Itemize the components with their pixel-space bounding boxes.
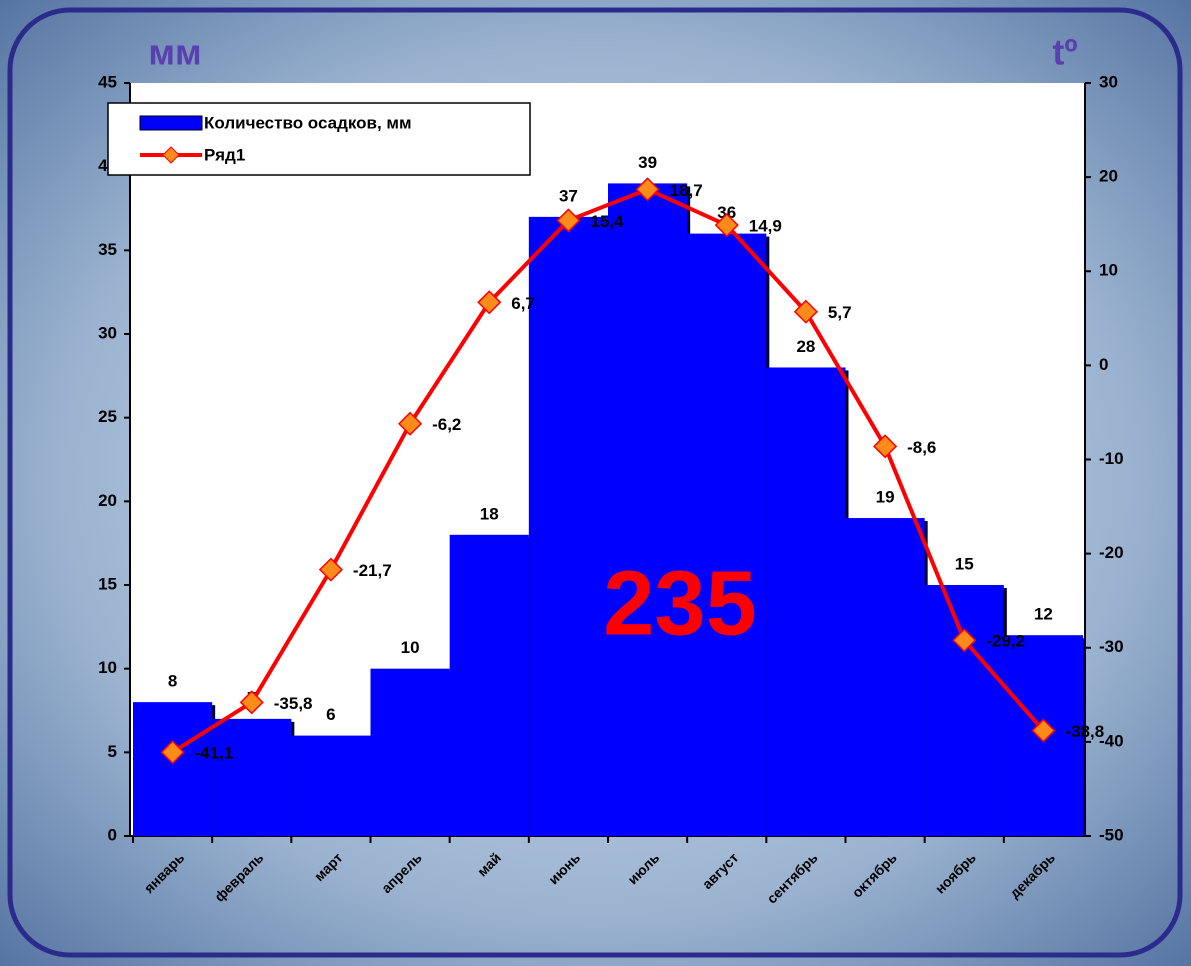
bar bbox=[291, 735, 371, 836]
line-marker bbox=[318, 557, 343, 582]
y-tick-label: 0 bbox=[108, 825, 117, 844]
y2-tick-label: -20 bbox=[1099, 543, 1124, 562]
y-tick-label: 25 bbox=[98, 407, 117, 426]
bar-value-label: 10 bbox=[401, 638, 420, 657]
y2-tick-label: 0 bbox=[1099, 355, 1108, 374]
line-marker bbox=[239, 690, 264, 715]
line-marker bbox=[398, 411, 423, 436]
bar-value-label: 18 bbox=[480, 504, 499, 523]
bar-value-label: 8 bbox=[168, 672, 177, 691]
line-value-label: -21,7 bbox=[353, 561, 392, 580]
line-value-label: 5,7 bbox=[828, 303, 852, 322]
line-value-label: -29,2 bbox=[986, 632, 1025, 651]
bar bbox=[212, 718, 292, 836]
bar-value-label: 39 bbox=[638, 153, 657, 172]
y2-tick-label: -10 bbox=[1099, 449, 1124, 468]
bar bbox=[687, 233, 767, 837]
bar bbox=[924, 585, 1004, 836]
line-value-label: 14,9 bbox=[749, 217, 782, 236]
line-marker bbox=[714, 213, 739, 238]
line-value-label: -38,8 bbox=[1065, 722, 1104, 741]
y2-tick-label: -30 bbox=[1099, 637, 1124, 656]
line-marker bbox=[635, 177, 660, 202]
bar-value-label: 37 bbox=[559, 186, 578, 205]
bar-value-label: 28 bbox=[796, 337, 815, 356]
bar-value-label: 6 bbox=[326, 705, 335, 724]
line-value-label: -8,6 bbox=[907, 438, 936, 457]
y-tick-label: 10 bbox=[98, 658, 117, 677]
bar-value-label: 12 bbox=[1034, 605, 1053, 624]
y-axis-title: мм bbox=[148, 32, 201, 73]
line-value-label: -41,1 bbox=[195, 744, 234, 763]
y-tick-label: 20 bbox=[98, 491, 117, 510]
y2-tick-label: -50 bbox=[1099, 825, 1124, 844]
line-value-label: 18,7 bbox=[670, 181, 703, 200]
y2-axis-title: tº bbox=[1052, 32, 1077, 73]
bar-value-label: 36 bbox=[717, 203, 736, 222]
line-value-label: 6,7 bbox=[511, 294, 535, 313]
line-marker bbox=[873, 434, 898, 459]
y2-tick-label: -40 bbox=[1099, 731, 1124, 750]
legend-swatch bbox=[139, 115, 203, 131]
bar bbox=[608, 183, 688, 836]
legend-label: Ряд1 bbox=[204, 145, 245, 164]
bar bbox=[766, 367, 846, 836]
y2-tick-label: 30 bbox=[1099, 72, 1118, 91]
line-value-label: 15,4 bbox=[590, 212, 624, 231]
line-marker bbox=[793, 299, 818, 324]
bar bbox=[845, 518, 925, 836]
y-tick-label: 15 bbox=[98, 574, 117, 593]
y-tick-label: 35 bbox=[98, 240, 117, 259]
line-marker bbox=[160, 740, 185, 765]
y2-tick-label: 10 bbox=[1099, 261, 1118, 280]
bar bbox=[528, 216, 608, 836]
legend-label: Количество осадков, мм bbox=[204, 113, 412, 132]
annotation: 235 bbox=[603, 552, 757, 654]
line bbox=[171, 187, 1045, 754]
legend-marker bbox=[162, 146, 180, 164]
y-tick-label: 30 bbox=[98, 323, 117, 342]
line-marker bbox=[477, 290, 502, 315]
bar-value-label: 19 bbox=[876, 488, 895, 507]
y2-tick-label: 20 bbox=[1099, 167, 1118, 186]
bar bbox=[370, 668, 450, 836]
y-tick-label: 45 bbox=[98, 72, 117, 91]
line-value-label: -6,2 bbox=[432, 415, 461, 434]
bar-value-label: 15 bbox=[955, 554, 974, 573]
y-tick-label: 5 bbox=[108, 742, 117, 761]
legend-box bbox=[107, 102, 531, 176]
bar bbox=[449, 534, 529, 836]
line-marker bbox=[952, 628, 977, 653]
line-value-label: -35,8 bbox=[274, 694, 313, 713]
line-marker bbox=[1031, 718, 1056, 743]
frame bbox=[7, 7, 1183, 958]
bar bbox=[133, 702, 213, 836]
line-marker bbox=[556, 208, 581, 233]
